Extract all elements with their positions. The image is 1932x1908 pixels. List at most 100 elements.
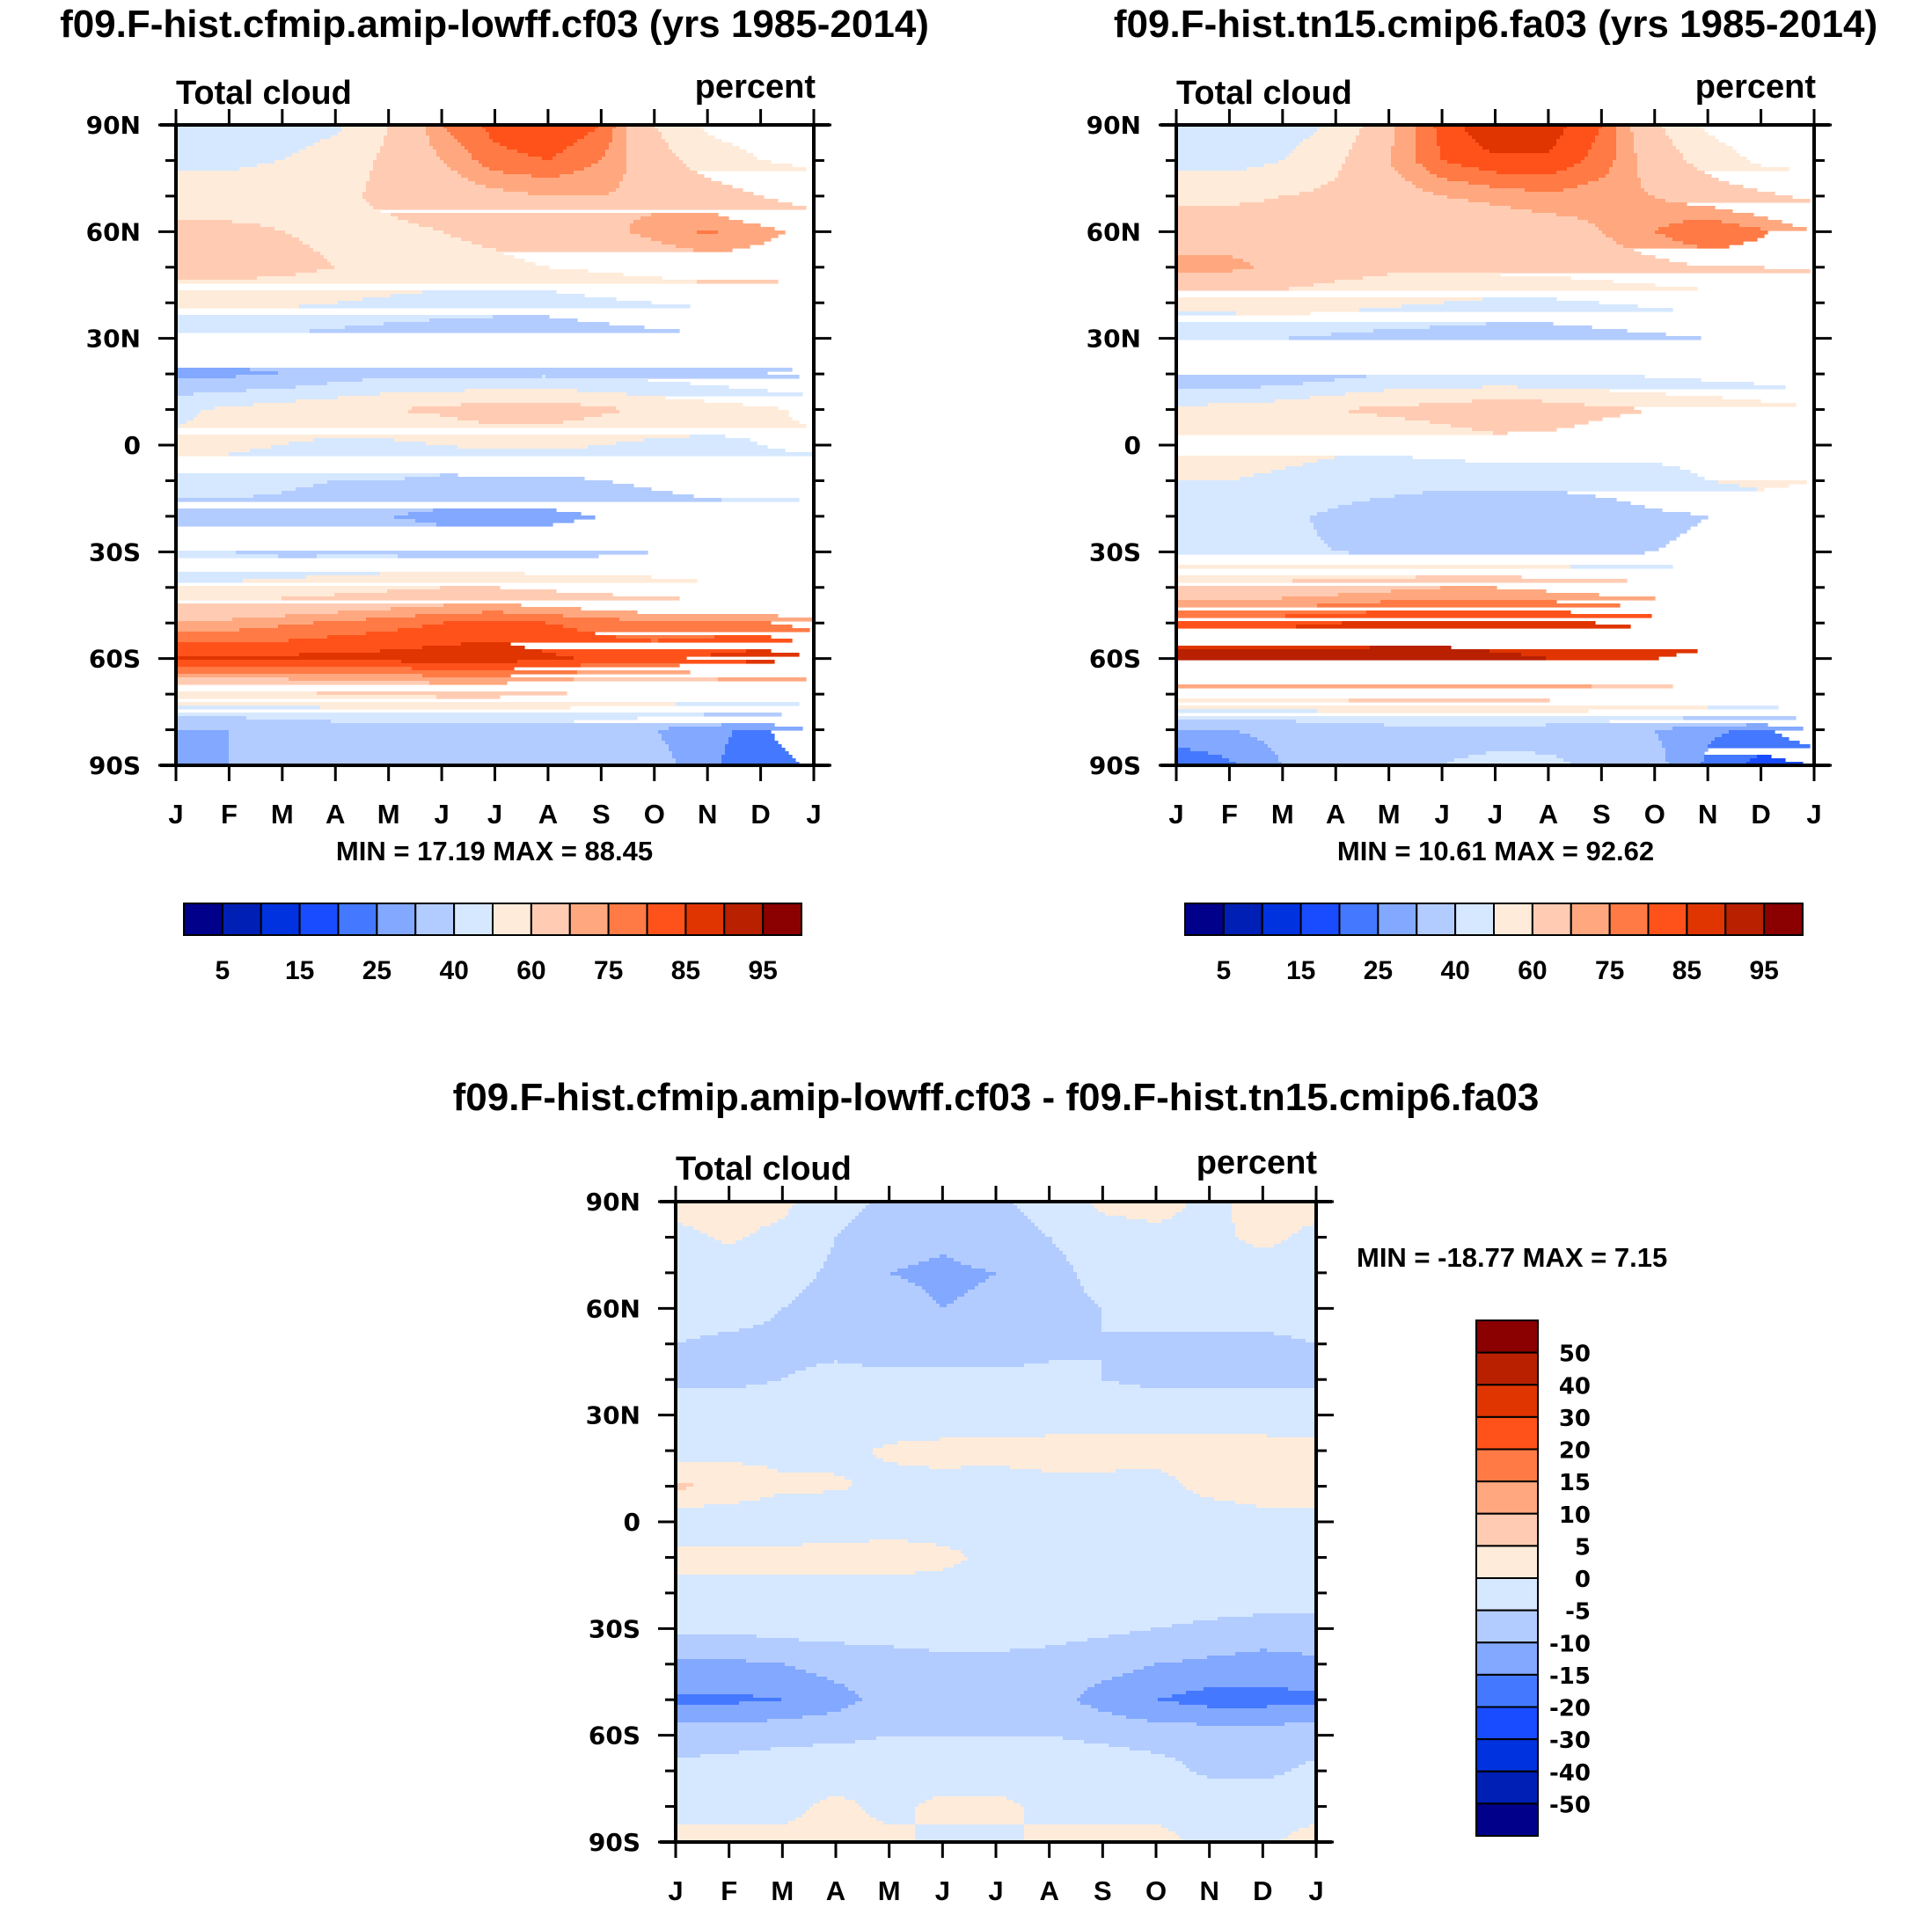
contour-cell	[746, 1385, 1141, 1389]
contour-cell	[176, 649, 381, 654]
contour-cell	[176, 681, 430, 685]
contour-cell	[422, 625, 564, 629]
contour-cell	[1176, 523, 1314, 527]
y-tick-label: 60S	[1089, 645, 1141, 674]
contour-cell	[1073, 1265, 1317, 1269]
contour-cell	[1123, 1673, 1317, 1678]
contour-cell	[176, 723, 722, 727]
contour-cell	[676, 245, 750, 249]
contour-cell	[1176, 146, 1297, 150]
panel-title: f09.F-hist.cfmip.amip-lowff.cf03 (yrs 19…	[60, 3, 929, 46]
contour-cell	[468, 178, 624, 182]
contour-cell	[662, 132, 708, 136]
contour-cell	[1310, 135, 1357, 140]
contour-cell	[1253, 1613, 1317, 1618]
contour-cell	[1394, 125, 1416, 129]
contour-cell	[816, 1276, 902, 1280]
contour-cell	[619, 185, 733, 189]
contour-cell	[176, 181, 367, 186]
contour-cell	[676, 1592, 1317, 1597]
contour-cell	[229, 758, 677, 763]
contour-cell	[626, 125, 655, 129]
contour-cell	[482, 125, 599, 129]
contour-cell	[503, 610, 638, 615]
contour-cell	[503, 171, 574, 175]
x-tick-label: M	[878, 1875, 901, 1906]
contour-cell	[651, 238, 772, 242]
contour-cell	[676, 1483, 694, 1488]
contour-cell	[1595, 139, 1617, 143]
contour-cell	[1310, 396, 1723, 400]
contour-cell	[609, 192, 754, 196]
contour-cell	[908, 1539, 1317, 1544]
contour-cell	[1087, 1293, 1317, 1298]
contour-cell	[1423, 188, 1526, 193]
contour-cell	[176, 322, 384, 326]
contour-cell	[176, 551, 237, 555]
min-max-stats: MIN = 10.61 MAX = 92.62	[1337, 836, 1654, 866]
contour-cell	[1176, 266, 1255, 270]
contour-cell	[436, 153, 472, 157]
colorbar-label: 50	[1559, 1341, 1591, 1368]
contour-cell	[1284, 1722, 1317, 1727]
colorbar-swatch	[1763, 903, 1804, 936]
contour-cell	[1328, 508, 1663, 513]
contour-cell	[1616, 139, 1635, 143]
contour-cell	[922, 1286, 976, 1290]
contour-cell	[1292, 1233, 1317, 1238]
contour-cell	[1746, 723, 1768, 727]
contour-cell	[1302, 1226, 1317, 1231]
contour-cell	[176, 442, 289, 446]
contour-cell	[472, 153, 529, 157]
contour-cell	[1317, 709, 1589, 713]
contour-cell	[1342, 164, 1392, 168]
contour-cell	[1247, 167, 1343, 172]
contour-cell	[676, 1793, 1317, 1797]
contour-cell	[1235, 1226, 1303, 1231]
contour-cell	[1309, 1824, 1317, 1829]
contour-cell	[676, 1564, 955, 1568]
contour-cell	[788, 1374, 1102, 1378]
contour-cell	[176, 248, 314, 252]
contour-cell	[1101, 1311, 1317, 1315]
contour-cell	[1437, 143, 1480, 147]
contour-cell	[926, 1800, 1014, 1804]
contour-cell	[313, 438, 395, 442]
contour-cell	[1176, 410, 1350, 414]
contour-cell	[1592, 684, 1673, 689]
units-label: percent	[695, 69, 816, 106]
contour-cell	[370, 202, 793, 207]
contour-cell	[1264, 741, 1663, 745]
contour-cell	[1669, 223, 1740, 228]
contour-cell	[827, 1796, 845, 1801]
contour-cell	[176, 751, 230, 756]
contour-cell	[728, 737, 775, 742]
contour-cell	[1715, 737, 1789, 742]
contour-cell	[676, 1719, 768, 1723]
contour-cell	[1176, 537, 1321, 541]
contour-cell	[1366, 375, 1645, 379]
contour-cell	[676, 1332, 719, 1336]
colorbar-swatch	[723, 903, 765, 936]
contour-cell	[616, 188, 743, 193]
contour-cell	[676, 1648, 930, 1653]
contour-cell	[700, 1335, 1292, 1340]
x-tick-label: D	[1751, 799, 1770, 830]
contour-cell	[676, 1226, 694, 1231]
contour-cell	[1609, 167, 1638, 172]
contour-cell	[176, 157, 286, 161]
contour-cell	[957, 1297, 1092, 1301]
contour-cell	[1109, 1744, 1317, 1748]
contour-cell	[1161, 1469, 1317, 1473]
contour-cell	[676, 1712, 828, 1716]
contour-cell	[676, 1603, 1317, 1607]
contour-cell	[229, 751, 673, 756]
contour-cell	[1176, 610, 1367, 615]
contour-cell	[1391, 589, 1547, 594]
contour-cell	[457, 139, 494, 143]
contour-cell	[1288, 1835, 1317, 1839]
contour-cell	[1176, 382, 1304, 386]
colorbar: 5 15 25 40 60 75 85 95	[1184, 903, 1804, 985]
contour-cell	[1556, 139, 1596, 143]
contour-cell	[1176, 238, 1614, 242]
